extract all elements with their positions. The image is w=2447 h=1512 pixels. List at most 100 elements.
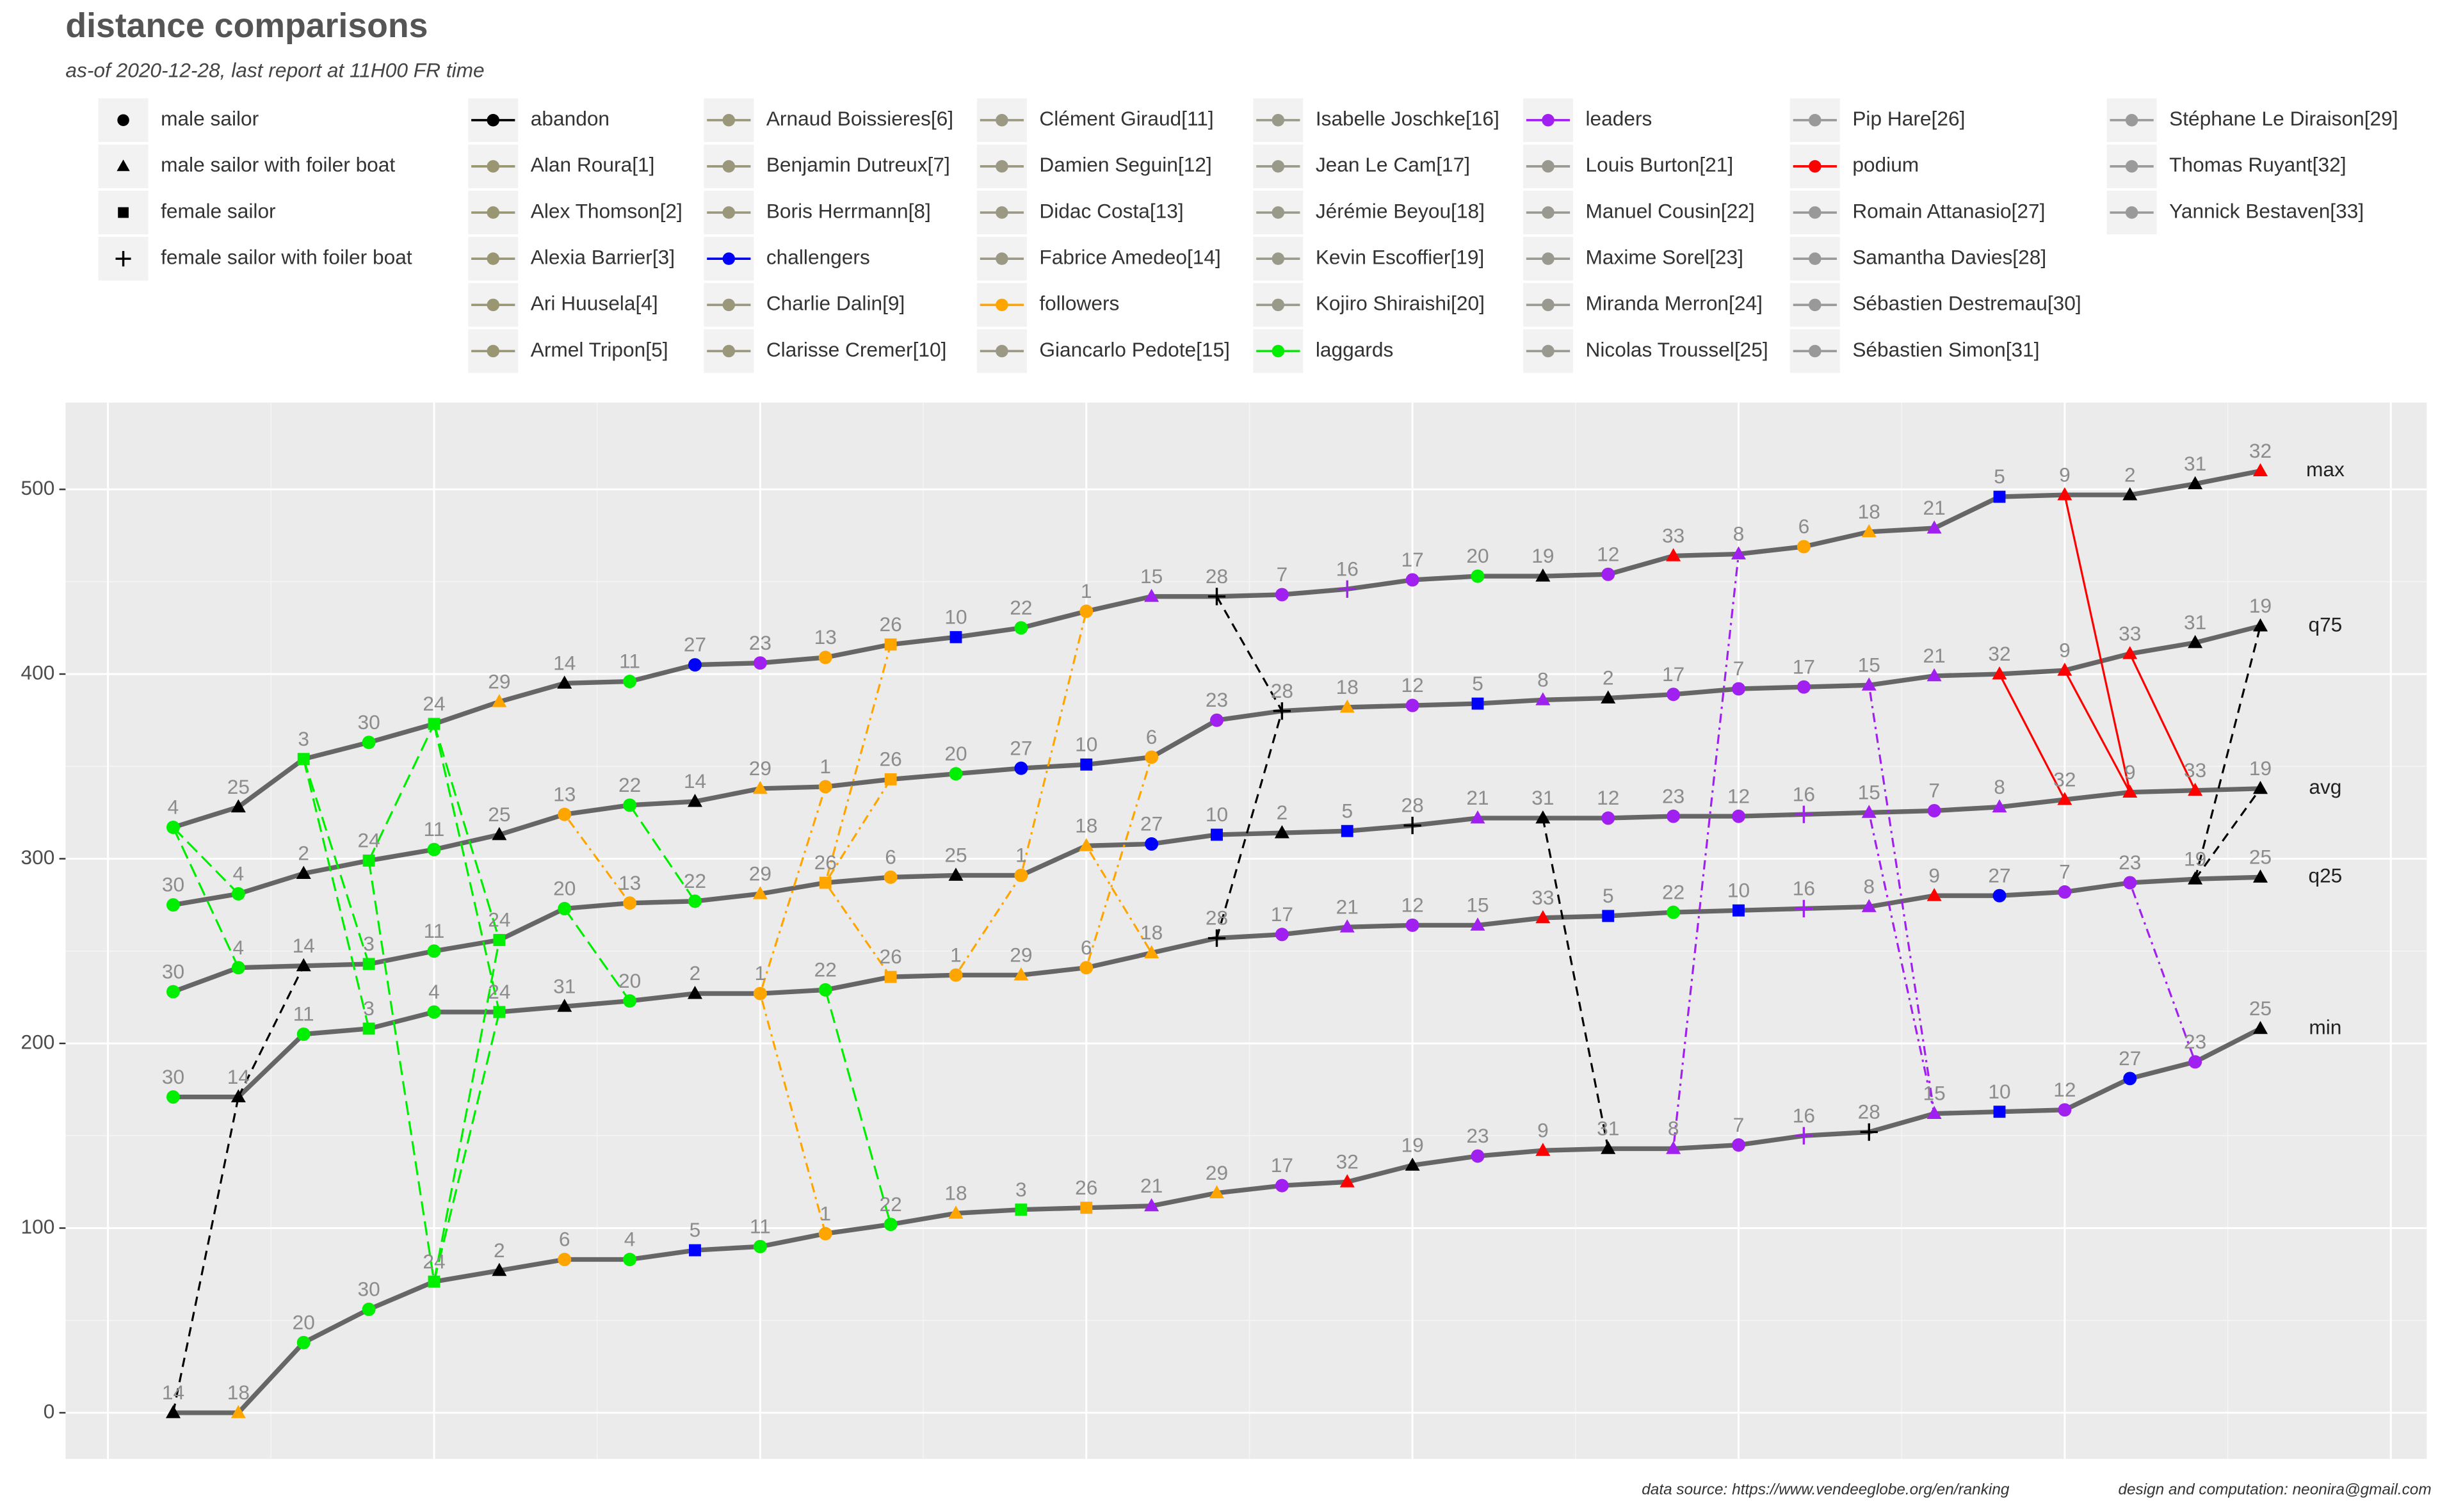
point-label: 2 [2124,463,2136,486]
data-point [2057,487,2072,501]
point-label: 23 [749,631,771,654]
data-point [1926,1106,1942,1119]
data-point [558,807,572,821]
legend-label: Pip Hare[26] [1852,107,1965,130]
skipper-track [1868,812,1935,1114]
data-point [1535,810,1551,824]
data-point [166,1090,180,1104]
point-label: 14 [553,652,576,675]
legend-marker [487,113,499,127]
data-point [1405,698,1419,712]
point-label: 30 [162,1065,184,1088]
point-label: 10 [1988,1080,2010,1103]
data-point [1667,688,1681,702]
data-point [1926,668,1942,682]
skipper-track [1868,685,1935,1114]
point-label: 17 [1271,903,1293,926]
data-point [1207,588,1226,606]
data-point [231,887,245,901]
skipper-track [1542,817,1610,1149]
legend-marker [117,114,129,126]
data-point [1861,524,1877,538]
data-point [1015,1203,1028,1216]
point-label: 3 [363,932,375,955]
data-point [1471,1149,1485,1163]
point-label: 10 [1727,878,1750,901]
skipper-track [824,989,892,1225]
point-label: 15 [1923,1082,1946,1105]
point-label: 31 [2184,452,2206,475]
legend-label: podium [1852,153,1919,176]
point-label: 6 [885,845,896,868]
data-point [1470,917,1485,931]
data-point [1797,540,1811,554]
data-point [2057,663,2072,676]
series-label: q75 [2308,613,2342,636]
data-point [1014,761,1028,775]
point-label: 25 [488,803,510,826]
legend-marker [996,344,1008,358]
data-point [230,1404,246,1419]
data-point [623,798,637,812]
legend-marker [1272,252,1285,265]
legend-label: Yannick Bestaven[33] [2169,199,2364,222]
point-label: 13 [814,625,837,648]
point-label: 15 [1858,780,1880,803]
point-label: 17 [1662,663,1684,686]
data-point [1667,905,1681,919]
data-point [2122,646,2138,659]
point-label: 18 [1858,500,1880,523]
data-point [2057,792,2072,805]
legend-label: Sébastien Destremau[30] [1852,292,2081,315]
skipper-track [2063,494,2131,792]
data-point [623,1253,637,1267]
data-point [1797,680,1811,694]
point-label: 10 [1075,732,1097,755]
data-point [1080,758,1093,771]
data-point [1732,682,1745,696]
point-label: 5 [690,1218,701,1241]
legend-label: Nicolas Troussel[25] [1586,338,1768,361]
point-label: 29 [488,670,510,693]
point-label: 24 [423,1250,445,1273]
point-label: 3 [363,997,375,1020]
data-point [493,1006,506,1018]
data-point [1275,1178,1289,1193]
data-point [1732,1138,1745,1152]
data-point [427,842,441,857]
legend-marker [2125,206,2138,219]
point-label: 8 [1863,875,1875,898]
legend-marker [1272,298,1285,312]
data-point [1209,1185,1225,1199]
data-point [1601,567,1615,581]
y-tick-label: 300 [20,846,54,869]
point-label: 12 [1401,673,1424,696]
point-label: 23 [1466,1124,1489,1147]
data-point [1926,888,1942,901]
point-label: 28 [1858,1100,1880,1123]
legend-marker [722,113,736,127]
data-point [949,767,963,781]
point-label: 20 [944,742,967,765]
data-point [166,820,180,834]
legend-marker [1542,252,1555,265]
legend-label: female sailor with foiler boat [161,246,412,269]
point-label: 17 [1401,548,1424,571]
data-point [427,1005,441,1019]
point-label: 21 [1923,496,1946,519]
point-label: 6 [1146,725,1158,748]
point-label: 25 [2249,997,2272,1020]
point-label: 4 [233,936,245,959]
data-point [492,694,507,707]
point-label: 10 [1206,803,1228,826]
data-point [752,886,768,899]
data-point [296,958,311,972]
skipper-track [824,882,892,978]
point-label: 31 [1597,1117,1619,1140]
legend-label: Sébastien Simon[31] [1852,338,2039,361]
data-point [1080,1202,1093,1214]
data-point [557,675,572,689]
data-point [427,944,441,958]
point-label: 2 [690,961,701,985]
